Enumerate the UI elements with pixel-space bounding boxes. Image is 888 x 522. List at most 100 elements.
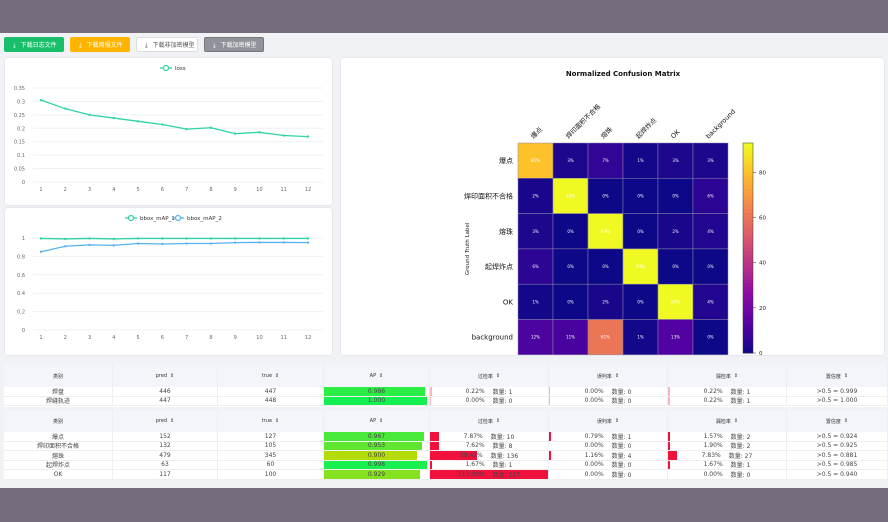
sort-icon[interactable]: ⇕	[170, 373, 175, 379]
column-header[interactable]: 过检率 ⇕	[430, 410, 549, 432]
column-header[interactable]: 置信度 ⇕	[787, 410, 888, 432]
sort-icon[interactable]: ⇕	[170, 418, 175, 424]
x-tick-label: 7	[185, 187, 188, 193]
column-header[interactable]: true ⇕	[218, 365, 324, 387]
cell-value: 3%	[707, 158, 714, 163]
download-button-3[interactable]: ⤓ 下载非加密模型	[136, 37, 198, 52]
count-label: 数量:	[730, 462, 747, 469]
data-point	[112, 237, 116, 241]
sort-icon[interactable]: ⇕	[379, 373, 384, 379]
pred-cell: 63	[113, 460, 218, 469]
misjudge-rate: 0.00%	[584, 397, 604, 405]
pred-cell: 132	[113, 441, 218, 450]
download-button-2[interactable]: ⤓ 下载简报文件	[70, 37, 130, 52]
sort-icon[interactable]: ⇕	[843, 373, 849, 379]
sort-icon[interactable]: ⇕	[495, 418, 501, 424]
download-button-4[interactable]: ⤓ 下载加密模型	[204, 37, 264, 52]
column-header[interactable]: 误判率 ⇕	[549, 365, 668, 387]
confusion-matrix: Normalized Confusion Matrix 81% 3% 7% 1% 3% 3%…	[464, 70, 766, 369]
misjudge-rate: 0.79%	[584, 432, 604, 440]
miss-rate: 1.67%	[703, 461, 723, 469]
colorbar-tick-label: 60	[759, 216, 766, 222]
sort-icon[interactable]: ⇕	[275, 418, 280, 424]
cell-value: 0%	[567, 299, 574, 304]
overdetect-count: 数量: 1	[492, 461, 513, 469]
legend-marker	[127, 214, 135, 222]
sort-icon[interactable]: ⇕	[614, 373, 620, 379]
matrix-cell	[692, 248, 729, 285]
sort-icon[interactable]: ⇕	[275, 373, 280, 379]
misjudge-rate: 1.16%	[584, 451, 604, 459]
count-value: 1	[627, 433, 632, 441]
class-name-cell: 焊缝轨迹	[4, 396, 113, 405]
download-button-1[interactable]: ⤓ 下载日志文件	[4, 37, 64, 52]
pred-value: 132	[159, 442, 171, 450]
sort-icon[interactable]: ⇕	[379, 418, 384, 424]
x-tick-label: 1	[39, 187, 42, 193]
count-label: 数量:	[611, 462, 628, 469]
y-tick-label: 0.4	[17, 291, 25, 297]
overdetect-rate-bar	[430, 460, 432, 469]
download-button-label: 下载非加密模型	[152, 42, 195, 49]
column-header[interactable]: 类别	[4, 410, 113, 432]
data-point	[306, 135, 310, 138]
count-label: 数量:	[492, 398, 509, 405]
table-row: 焊印面积不合格 132 105 0.953 7.62% 数量: 8 0.00% 数量: 0 1.…	[4, 441, 888, 451]
overdetect-rate-cell: 39.42% 数量: 136	[430, 451, 549, 460]
colorbar-segment	[743, 290, 753, 294]
x-tick-label: 1	[39, 335, 42, 341]
column-header[interactable]: 漏检率 ⇕	[668, 410, 787, 432]
miss-rate: 7.83%	[701, 451, 721, 459]
legend-label: bbox_mAP_1	[140, 216, 175, 222]
column-header[interactable]: AP ⇕	[324, 365, 430, 387]
colorbar-segment	[743, 262, 753, 266]
misjudge-count: 数量: 0	[612, 470, 632, 479]
sort-icon[interactable]: ⇕	[733, 418, 739, 424]
matrix-cell	[517, 142, 554, 179]
table-header: 类别 pred ⇕ true ⇕ AP ⇕ 过检率 ⇕ 误判率 ⇕ 漏检率 ⇕ 置信度 ⇕	[4, 365, 888, 387]
overdetect-rate: 1.67%	[465, 461, 485, 469]
table-header: 类别 pred ⇕ true ⇕ AP ⇕ 过检率 ⇕ 误判率 ⇕ 漏检率 ⇕ 置信度 ⇕	[4, 410, 888, 432]
true-cell: 60	[218, 460, 324, 469]
column-header[interactable]: 误判率 ⇕	[549, 410, 668, 432]
column-header[interactable]: true ⇕	[218, 410, 324, 432]
data-point	[209, 126, 213, 129]
column-header[interactable]: 漏检率 ⇕	[668, 365, 787, 387]
misjudge-rate-bar	[549, 432, 551, 441]
ap-value: 0.900	[367, 451, 386, 459]
cell-value: 93%	[671, 299, 680, 304]
sort-icon[interactable]: ⇕	[614, 418, 620, 424]
table-row: 焊缝轨迹 447 448 1.000 0.00% 数量: 0 0.00% 数量: 0 0.22%…	[4, 396, 888, 406]
data-point	[209, 237, 213, 240]
sort-icon[interactable]: ⇕	[843, 418, 849, 424]
cell-value: 0%	[567, 229, 574, 234]
cell-value: 13%	[671, 335, 680, 340]
column-header[interactable]: AP ⇕	[324, 410, 430, 432]
column-header[interactable]: pred ⇕	[113, 365, 218, 387]
column-header[interactable]: pred ⇕	[113, 410, 218, 432]
count-label: 数量:	[492, 462, 509, 469]
count-label: 数量:	[490, 433, 507, 441]
sort-icon[interactable]: ⇕	[733, 373, 739, 379]
class-name: 焊盘	[51, 388, 64, 396]
column-header[interactable]: 类别	[4, 365, 113, 387]
cell-value: 0%	[602, 264, 609, 269]
y-tick-label: 0.2	[17, 310, 25, 316]
cell-value: 6%	[707, 193, 714, 198]
count-label: 数量:	[611, 388, 628, 396]
sort-icon[interactable]: ⇕	[495, 373, 501, 379]
cell-value: 2%	[532, 193, 539, 198]
colorbar-segment	[743, 297, 753, 301]
pred-value: 117	[159, 470, 171, 478]
colorbar-segment	[743, 206, 753, 210]
column-header-label: 漏检率	[715, 418, 731, 425]
column-header[interactable]: 过检率 ⇕	[430, 365, 549, 387]
confidence-value: >0.5 = 0.940	[816, 470, 858, 478]
column-label: background	[704, 108, 737, 141]
data-point	[161, 237, 164, 240]
column-header[interactable]: 置信度 ⇕	[787, 365, 888, 387]
confidence-cell: >0.5 = 0.985	[787, 460, 888, 469]
count-value: 0	[627, 471, 632, 479]
data-point	[306, 237, 310, 240]
colorbar-segment	[743, 171, 753, 175]
